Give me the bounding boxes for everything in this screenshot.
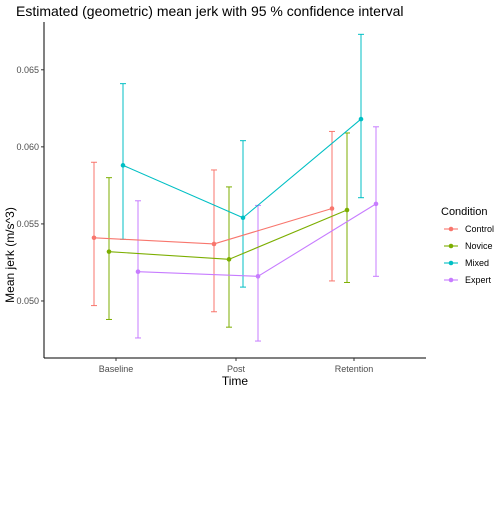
data-point: [106, 249, 112, 254]
x-axis-title: Time: [222, 374, 249, 388]
x-tick-label: Baseline: [99, 364, 134, 374]
legend: Condition Control Novice Mixed Expert: [441, 206, 494, 285]
data-point: [240, 215, 246, 221]
data-point: [120, 163, 126, 168]
data-point: [91, 235, 97, 241]
legend-key-point: [448, 243, 454, 249]
x-tick-label: Retention: [335, 364, 374, 374]
data-point: [329, 206, 335, 211]
legend-label: Novice: [465, 241, 493, 251]
error-bar: [211, 169, 217, 313]
legend-key-point: [448, 277, 454, 283]
error-bar: [240, 140, 246, 288]
error-bar: [91, 161, 97, 307]
error-bars: [91, 33, 379, 342]
legend-item: Control: [444, 224, 494, 234]
error-bar: [226, 186, 232, 328]
legend-item: Expert: [444, 275, 492, 285]
error-bar: [344, 132, 350, 283]
data-point: [373, 201, 379, 207]
axes: 0.050 0.055 0.060 0.065 Baseline Post Retentio…: [16, 22, 426, 374]
legend-title: Condition: [441, 206, 487, 218]
data-point: [135, 269, 141, 274]
error-bar: [135, 200, 141, 339]
legend-key-point: [448, 260, 454, 266]
data-point: [226, 257, 232, 262]
series-points: [91, 116, 379, 279]
y-tick-label: 0.060: [16, 142, 39, 152]
chart-title: Estimated (geometric) mean jerk with 95 …: [16, 3, 404, 19]
legend-key-point: [448, 226, 454, 232]
legend-label: Expert: [465, 275, 492, 285]
error-bar: [358, 33, 364, 199]
series-line: [122, 118, 362, 219]
series-lines: [93, 118, 377, 277]
y-axis-title: Mean jerk (m/s^3): [3, 207, 17, 303]
error-bar: [329, 130, 335, 282]
data-point: [255, 274, 261, 279]
legend-label: Control: [465, 224, 494, 234]
error-bar: [373, 126, 379, 277]
error-bar: [106, 177, 112, 320]
y-tick-label: 0.055: [16, 219, 39, 229]
data-point: [358, 116, 364, 122]
data-point: [211, 241, 217, 247]
y-tick-label: 0.065: [16, 65, 39, 75]
y-tick-label: 0.050: [16, 296, 39, 306]
series-line: [108, 209, 348, 260]
legend-item: Mixed: [444, 258, 489, 268]
legend-item: Novice: [444, 241, 493, 251]
error-bar: [120, 83, 126, 240]
x-tick-label: Post: [227, 364, 246, 374]
series-line: [93, 207, 333, 245]
data-point: [344, 207, 350, 213]
series-line: [137, 203, 377, 277]
error-bar: [255, 204, 261, 342]
legend-label: Mixed: [465, 258, 489, 268]
